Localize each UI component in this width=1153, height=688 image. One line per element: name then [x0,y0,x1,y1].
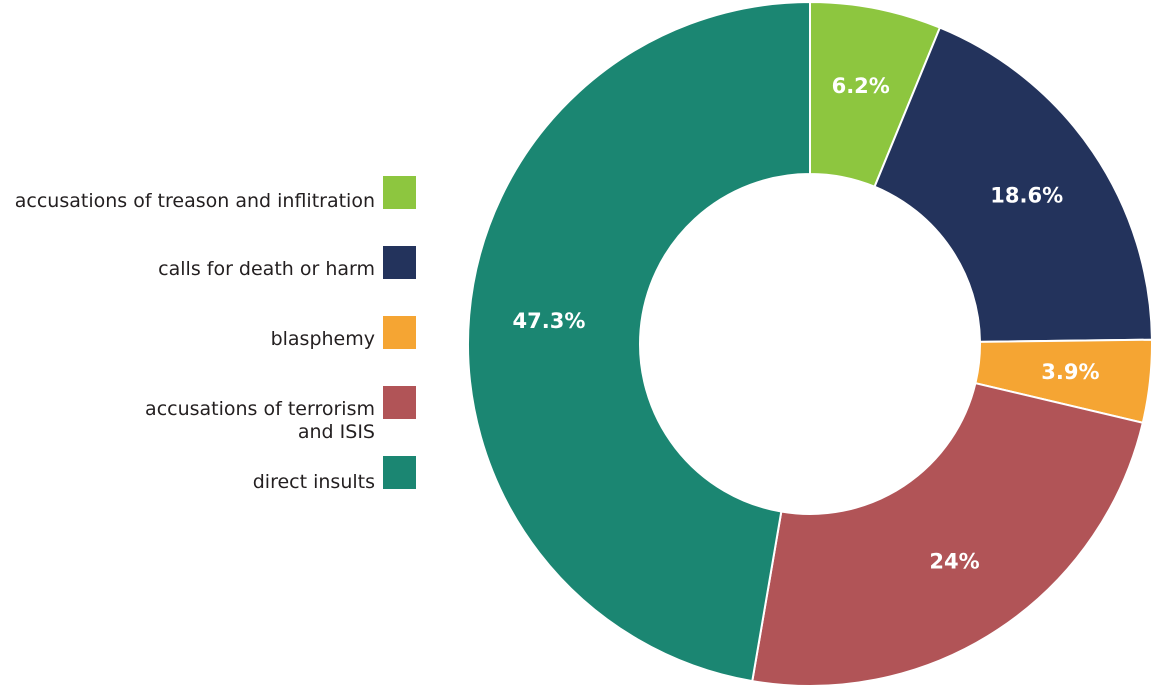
donut-slice [873,26,1153,343]
legend-label: direct insults [253,471,375,494]
legend-swatch [383,246,416,279]
legend-label: calls for death or harm [158,258,375,281]
legend-label: blasphemy [271,328,375,351]
legend-swatch [383,456,416,489]
legend-swatch [383,316,416,349]
legend-swatch [383,176,416,209]
legend-label-line: blasphemy [270,328,375,350]
legend-swatch [383,386,416,419]
legend-label: accusations of terrorism and ISIS [145,398,375,444]
slice-value-label: 47.3% [513,309,586,333]
legend-label-line: direct insults [252,471,375,493]
donut-slice [467,0,811,683]
donut-slice [751,381,1145,687]
legend-label-line: accusations of terrorism [145,398,375,420]
legend-item-terrorism: accusations of terrorism and ISIS [145,386,416,444]
legend-label: accusations of treason and inflitration [15,190,375,213]
legend-item-blasphemy: blasphemy [271,316,416,351]
slice-value-label: 6.2% [832,74,890,98]
legend-item-insults: direct insults [253,456,416,494]
legend-item-death-harm: calls for death or harm [158,246,416,281]
legend-label-line: accusations of treason and inflitration [14,190,375,212]
legend-label-line: and ISIS [297,421,375,443]
legend-label-line: calls for death or harm [158,258,375,280]
slice-value-label: 24% [929,550,979,574]
slice-value-label: 3.9% [1041,360,1099,384]
slice-value-label: 18.6% [990,184,1063,208]
legend-item-treason: accusations of treason and inflitration [15,176,416,213]
